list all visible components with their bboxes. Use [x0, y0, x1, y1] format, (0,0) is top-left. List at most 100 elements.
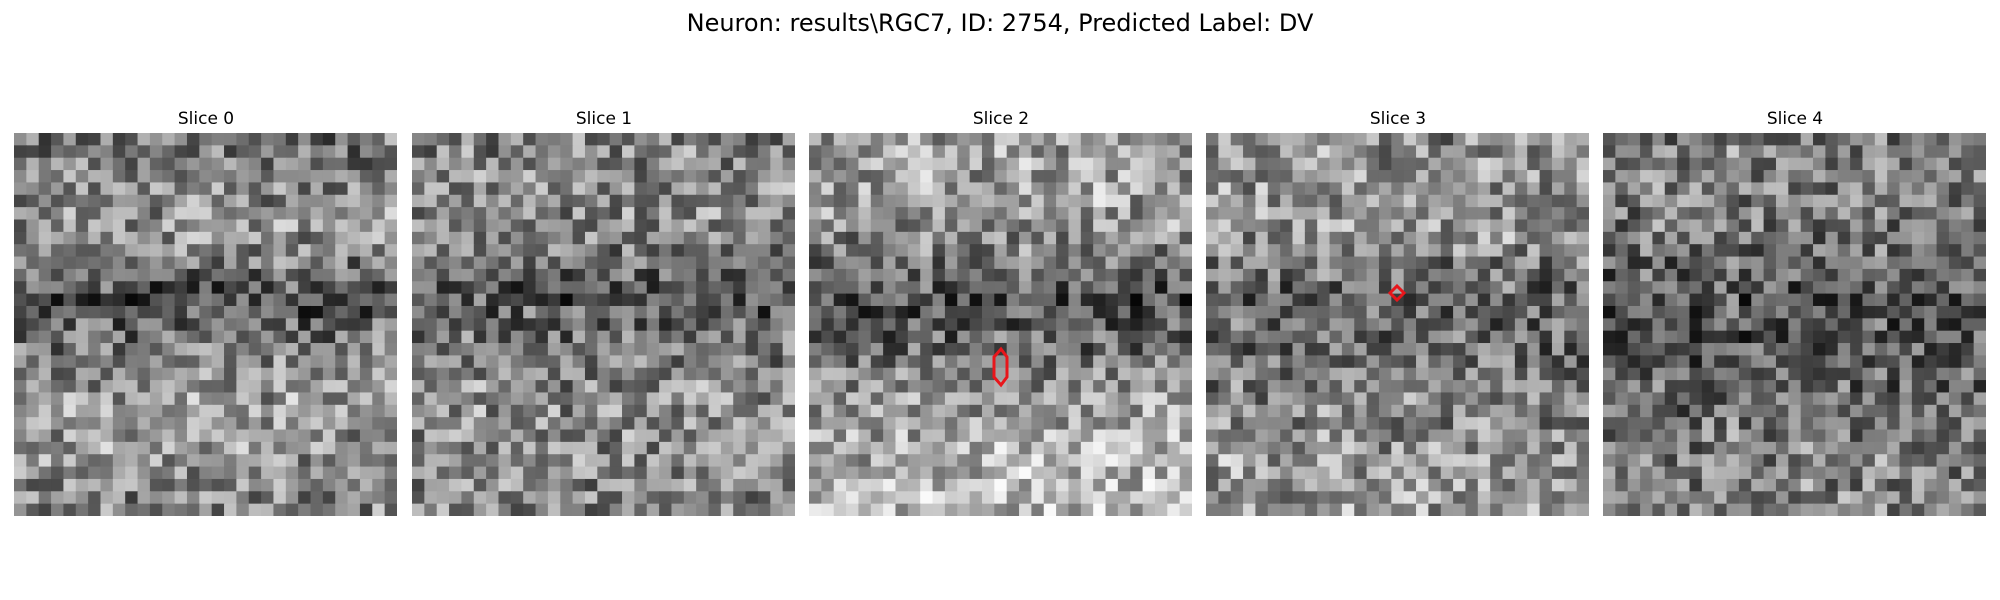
pixel-cell: [1154, 417, 1168, 431]
pixel-cell: [821, 454, 835, 468]
pixel-cell: [1206, 441, 1219, 455]
pixel-cell: [248, 133, 262, 146]
pixel-cell: [248, 219, 262, 233]
pixel-cell: [1850, 392, 1864, 406]
pixel-cell: [412, 343, 425, 356]
pixel-cell: [449, 194, 463, 208]
pixel-cell: [1440, 231, 1454, 245]
pixel-cell: [510, 404, 524, 418]
pixel-cell: [1056, 182, 1070, 196]
pixel-cell: [236, 133, 250, 146]
pixel-cell: [523, 343, 537, 356]
pixel-cell: [1117, 256, 1131, 270]
pixel-cell: [1255, 404, 1269, 418]
pixel-cell: [51, 157, 65, 171]
pixel-cell: [1924, 157, 1938, 171]
pixel-cell: [285, 503, 299, 516]
pixel-cell: [1973, 133, 1986, 146]
pixel-cell: [720, 281, 734, 295]
pixel-cell: [384, 133, 397, 146]
pixel-cell: [1652, 219, 1666, 233]
pixel-cell: [1837, 429, 1851, 443]
pixel-cell: [1514, 157, 1528, 171]
pixel-cell: [1056, 429, 1070, 443]
pixel-cell: [248, 478, 262, 492]
pixel-cell: [322, 133, 336, 146]
pixel-cell: [1627, 281, 1641, 295]
pixel-cell: [572, 466, 586, 480]
pixel-cell: [51, 367, 65, 381]
pixel-cell: [1813, 392, 1826, 406]
pixel-cell: [1924, 194, 1938, 208]
pixel-cell: [347, 404, 361, 418]
pixel-cell: [88, 343, 102, 356]
pixel-cell: [211, 355, 225, 369]
pixel-cell: [1230, 207, 1244, 221]
pixel-cell: [1154, 343, 1168, 356]
pixel-cell: [1603, 231, 1616, 245]
pixel-cell: [347, 503, 361, 516]
pixel-cell: [944, 256, 958, 270]
pixel-cell: [1206, 355, 1219, 369]
pixel-cell: [1973, 441, 1986, 455]
pixel-cell: [1280, 503, 1294, 516]
pixel-cell: [770, 281, 784, 295]
pixel-cell: [1465, 231, 1479, 245]
pixel-cell: [1539, 330, 1553, 344]
pixel-cell: [1378, 231, 1392, 245]
pixel-cell: [957, 380, 971, 394]
pixel-cell: [1664, 367, 1678, 381]
pixel-cell: [1564, 133, 1578, 146]
pixel-cell: [1726, 417, 1740, 431]
pixel-cell: [1627, 491, 1641, 505]
pixel-cell: [1825, 478, 1839, 492]
pixel-cell: [88, 503, 102, 516]
pixel-cell: [1218, 182, 1232, 196]
pixel-cell: [1714, 268, 1728, 282]
pixel-cell: [38, 503, 52, 516]
pixel-cell: [1576, 343, 1589, 356]
pixel-cell: [211, 478, 225, 492]
pixel-cell: [1243, 429, 1257, 443]
pixel-cell: [1354, 157, 1368, 171]
pixel-cell: [88, 305, 102, 319]
pixel-cell: [1726, 478, 1740, 492]
pixel-cell: [1142, 231, 1156, 245]
pixel-cell: [1428, 145, 1442, 159]
pixel-cell: [1179, 380, 1192, 394]
pixel-cell: [1056, 194, 1070, 208]
pixel-cell: [51, 231, 65, 245]
pixel-cell: [846, 355, 860, 369]
pixel-cell: [720, 404, 734, 418]
pixel-cell: [622, 417, 635, 431]
pixel-cell: [1738, 293, 1752, 307]
pixel-cell: [708, 194, 722, 208]
pixel-cell: [436, 355, 450, 369]
pixel-cell: [1689, 256, 1703, 270]
pixel-cell: [1961, 503, 1975, 516]
pixel-cell: [248, 145, 262, 159]
pixel-cell: [1640, 133, 1654, 146]
pixel-cell: [1874, 305, 1888, 319]
pixel-cell: [125, 219, 139, 233]
pixel-cell: [1714, 466, 1728, 480]
pixel-cell: [1292, 145, 1306, 159]
pixel-cell: [1366, 330, 1380, 344]
pixel-cell: [1179, 182, 1192, 196]
pixel-cell: [1576, 145, 1589, 159]
pixel-cell: [1763, 367, 1777, 381]
pixel-cell: [1267, 330, 1281, 344]
pixel-cell: [236, 256, 250, 270]
pixel-cell: [572, 219, 586, 233]
pixel-cell: [809, 343, 822, 356]
pixel-cell: [1354, 503, 1368, 516]
pixel-cell: [646, 478, 660, 492]
pixel-cell: [186, 491, 200, 505]
pixel-cell: [149, 454, 163, 468]
pixel-cell: [634, 441, 648, 455]
pixel-cell: [1006, 157, 1020, 171]
pixel-cell: [733, 231, 747, 245]
pixel-cell: [224, 355, 237, 369]
pixel-cell: [1403, 182, 1417, 196]
pixel-cell: [1502, 343, 1516, 356]
